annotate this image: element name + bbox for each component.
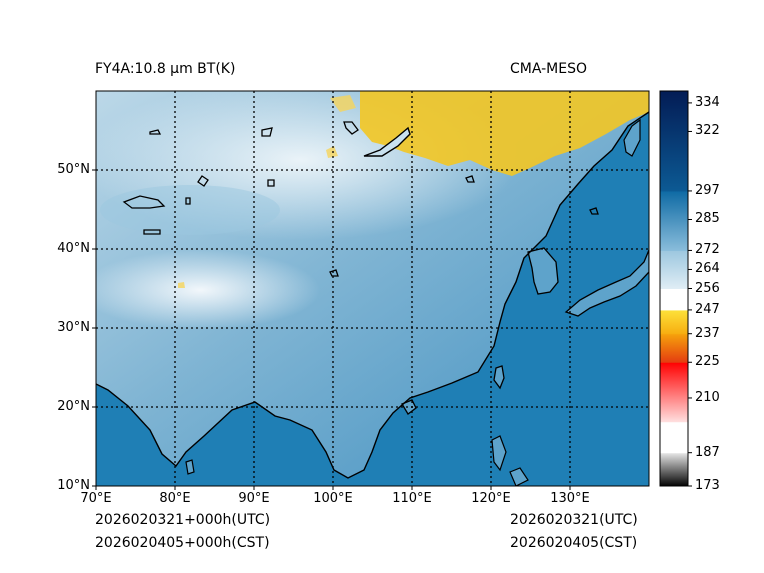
lat-tick-label: 50°N: [57, 162, 90, 177]
colorbar-band: [660, 421, 688, 454]
colorbar-tick-label: 225: [695, 354, 720, 370]
lon-tick-label: 70°E: [80, 491, 112, 506]
lat-tick-label: 40°N: [57, 241, 90, 256]
sakhalin: [623, 118, 641, 157]
lon-tick-label: 120°E: [471, 491, 511, 506]
valid-time-cst: 2026020405+000h(CST): [95, 535, 270, 551]
lakes: [122, 121, 599, 277]
colorbar-tick-label: 264: [695, 261, 720, 277]
lat-tick-label: 30°N: [57, 320, 90, 335]
init-time-cst: 2026020405(CST): [510, 535, 638, 551]
colorbar-tick-label: 285: [695, 211, 720, 227]
hainan: [401, 399, 417, 415]
lon-tick-label: 110°E: [392, 491, 432, 506]
colorbar-tick-label: 297: [695, 182, 720, 198]
colorbar-tick-label: 322: [695, 123, 720, 139]
graticule: [96, 91, 649, 486]
colorbar-band: [660, 333, 688, 363]
taiwan: [493, 365, 505, 390]
sri-lanka: [185, 459, 195, 475]
colorbar-band: [660, 190, 688, 251]
tibetan-plateau-shading: [96, 250, 320, 330]
colorbar-band: [660, 250, 688, 289]
colorbar-band: [660, 362, 688, 423]
colorbar-tick-label: 334: [695, 94, 720, 110]
colorbar-tick-label: 247: [695, 301, 720, 317]
product-title: FY4A:10.8 µm BT(K): [95, 61, 236, 77]
cold-cloud-region: [360, 91, 649, 176]
japan: [564, 249, 649, 317]
lon-tick-label: 100°E: [313, 491, 353, 506]
colorbar-tick-label: 187: [695, 444, 720, 460]
model-title: CMA-MESO: [510, 61, 588, 77]
lon-tick-label: 130°E: [550, 491, 590, 506]
colorbar-tick-label: 173: [695, 478, 720, 493]
colorbar-band: [660, 288, 688, 311]
lon-tick-label: 90°E: [238, 491, 270, 506]
colorbar-tick-label: 272: [695, 242, 720, 258]
colorbar-tick-label: 237: [695, 325, 720, 341]
init-time-utc: 2026020321(UTC): [510, 512, 638, 528]
lat-tick-label: 20°N: [57, 399, 90, 414]
valid-time-utc: 2026020321+000h(UTC): [95, 512, 271, 528]
colorbar-tick-label: 256: [695, 280, 720, 296]
lake-baikal: [363, 126, 411, 157]
map-frame: [95, 90, 650, 487]
colorbar-band: [660, 91, 688, 192]
colorbar-band: [660, 309, 688, 335]
philippines: [491, 435, 529, 486]
lon-tick-label: 80°E: [159, 491, 191, 506]
coastline: [96, 111, 649, 479]
colorbar-band: [660, 452, 688, 487]
korea: [527, 247, 559, 295]
colorbar-tick-label: 210: [695, 389, 720, 405]
lat-tick-label: 10°N: [57, 478, 90, 493]
